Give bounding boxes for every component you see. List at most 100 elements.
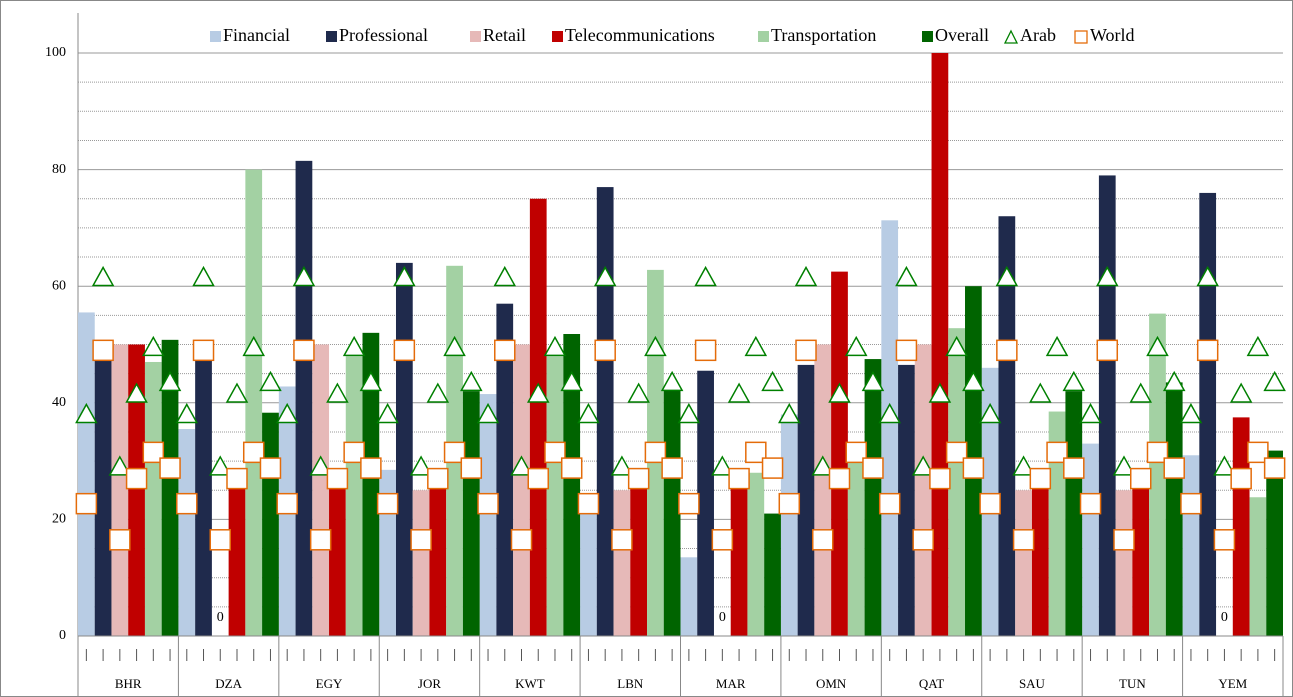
- world-marker: [142, 441, 165, 464]
- bar: [329, 478, 346, 636]
- bar: [613, 490, 631, 636]
- x-tick-label: EGY: [316, 676, 343, 691]
- arab-marker: [1146, 335, 1169, 357]
- arab-marker: [409, 455, 433, 476]
- world-marker: [276, 492, 298, 515]
- arab-marker: [208, 455, 232, 476]
- legend-label: Financial: [223, 25, 290, 45]
- bar: [529, 198, 547, 636]
- world-marker: [410, 529, 432, 551]
- legend-label: World: [1090, 25, 1135, 45]
- arab-marker: [309, 455, 332, 476]
- bar: [1048, 411, 1066, 636]
- world-marker: [694, 339, 717, 362]
- arab-marker: [225, 382, 249, 403]
- legend-swatch: [552, 31, 563, 42]
- world-marker: [494, 339, 516, 362]
- bar: [362, 332, 380, 636]
- arab-marker: [510, 455, 533, 476]
- arab-marker: [928, 382, 952, 403]
- bar: [262, 412, 279, 636]
- world-marker: [1046, 441, 1068, 464]
- bar: [914, 344, 932, 636]
- bar: [395, 262, 413, 636]
- legend-swatch: [1003, 29, 1019, 44]
- arab-marker: [811, 455, 835, 476]
- arab-marker: [1062, 370, 1086, 392]
- arab-marker: [744, 335, 768, 357]
- arab-marker: [75, 402, 98, 424]
- bar: [429, 478, 447, 636]
- world-marker: [1029, 467, 1052, 490]
- world-marker: [828, 467, 851, 490]
- arab-marker: [761, 370, 784, 392]
- world-marker: [1163, 457, 1185, 479]
- world-marker: [460, 457, 483, 479]
- arab-marker: [995, 265, 1019, 287]
- legend-swatch: [922, 31, 933, 42]
- bar: [1082, 443, 1099, 636]
- world-marker: [611, 529, 633, 551]
- bar: [797, 364, 815, 636]
- bar: [1182, 455, 1200, 636]
- legend-swatch: [326, 31, 337, 42]
- arab-marker: [660, 370, 684, 392]
- world-marker: [75, 492, 98, 515]
- bar: [161, 339, 179, 636]
- legend-label: Arab: [1020, 25, 1056, 45]
- y-tick-label: 40: [52, 395, 66, 410]
- world-marker: [895, 339, 918, 362]
- world-marker: [1146, 441, 1169, 464]
- world-marker: [945, 441, 968, 464]
- world-marker: [259, 457, 282, 479]
- arab-marker: [610, 455, 634, 476]
- arab-marker: [426, 382, 450, 403]
- bar: [1266, 450, 1283, 636]
- bar: [1065, 391, 1083, 636]
- world-marker: [979, 492, 1001, 515]
- world-marker: [761, 457, 784, 479]
- world-marker: [1213, 529, 1236, 551]
- world-marker: [1063, 457, 1085, 479]
- world-marker: [1196, 339, 1219, 362]
- arab-marker: [627, 382, 650, 403]
- arab-marker: [1246, 335, 1270, 357]
- bar: [764, 513, 781, 636]
- arab-marker: [844, 335, 868, 357]
- world-marker: [1129, 467, 1152, 490]
- bar: [747, 472, 765, 636]
- bar: [1249, 497, 1267, 636]
- arab-marker: [962, 370, 985, 392]
- world-marker: [242, 441, 265, 464]
- world-marker: [912, 529, 934, 551]
- arab-marker: [1112, 455, 1136, 476]
- arab-marker: [393, 265, 416, 287]
- y-tick-label: 80: [52, 162, 66, 177]
- x-tick-label: QAT: [919, 676, 944, 691]
- bar: [680, 557, 698, 636]
- world-marker: [795, 339, 817, 362]
- y-tick-label: 20: [52, 512, 66, 527]
- bar: [780, 414, 798, 636]
- legend-swatch: [210, 31, 221, 42]
- world-marker: [678, 492, 700, 515]
- arab-marker: [359, 370, 383, 392]
- world-marker: [1247, 441, 1269, 464]
- bar: [345, 356, 363, 636]
- world-marker: [527, 467, 549, 490]
- world-marker: [845, 441, 867, 464]
- world-marker: [1180, 492, 1202, 515]
- legend-label: Telecommunications: [565, 25, 715, 45]
- world-marker: [644, 441, 667, 464]
- legend-label: Overall: [935, 25, 989, 45]
- bar: [513, 344, 530, 636]
- arab-marker: [1263, 370, 1286, 392]
- arab-marker: [1162, 370, 1186, 392]
- arab-marker: [108, 455, 132, 476]
- arab-marker: [711, 455, 734, 476]
- x-tick-label: SAU: [1019, 676, 1046, 691]
- world-marker: [661, 457, 683, 479]
- bar: [563, 334, 581, 636]
- bar: [1199, 192, 1217, 637]
